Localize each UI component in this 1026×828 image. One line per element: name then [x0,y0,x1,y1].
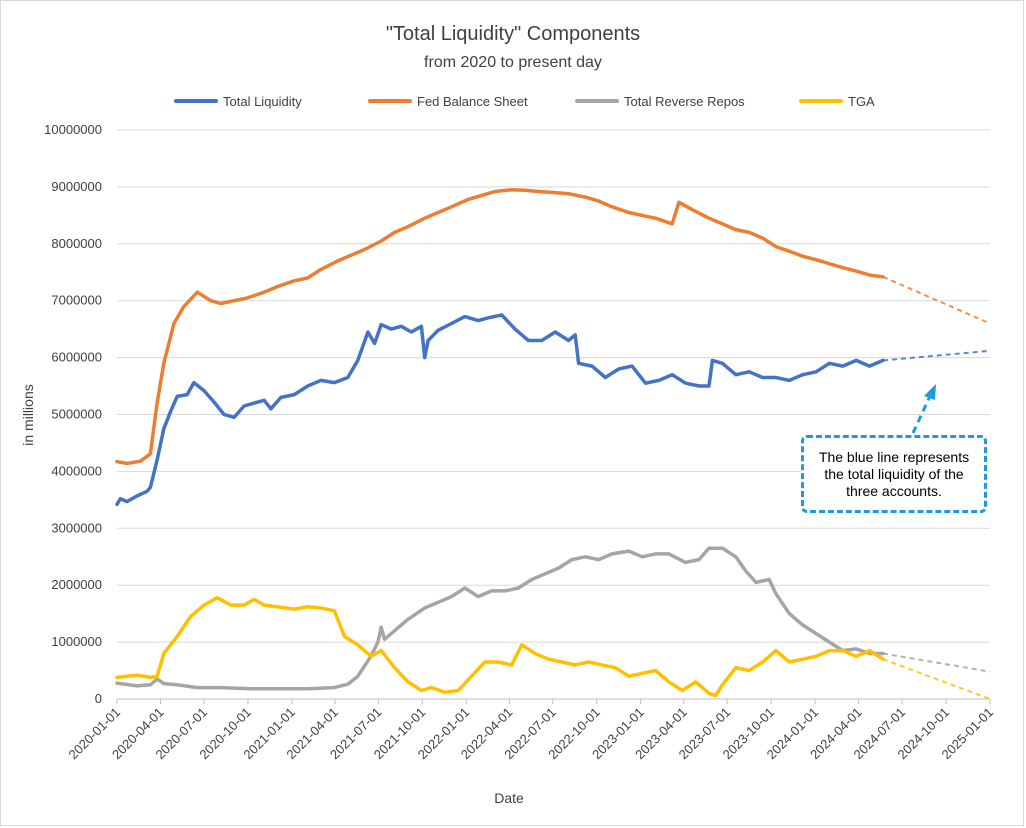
legend-label-total-liquidity: Total Liquidity [223,94,302,109]
y-tick-label: 8000000 [51,236,102,251]
gridlines [117,129,990,700]
annotation-arrow [911,384,936,434]
projection-line-tga [882,658,991,700]
y-tick-label: 6000000 [51,350,102,365]
series-line-tga [115,595,885,698]
y-tick-label: 10000000 [44,122,102,137]
y-tick-label: 9000000 [51,179,102,194]
y-tick-label: 7000000 [51,293,102,308]
projection-line-fed-balance-sheet [882,275,991,325]
legend-label-tga: TGA [848,94,875,109]
y-tick-label: 3000000 [51,520,102,535]
series-line-total-liquidity [115,313,885,507]
y-tick-label: 0 [95,691,102,706]
y-axis-ticks: 0 1000000 2000000 3000000 4000000 5000000 6000… [44,122,102,706]
y-tick-label: 5000000 [51,407,102,422]
legend-label-fed-balance-sheet: Fed Balance Sheet [417,94,528,109]
y-tick-label: 4000000 [51,463,102,478]
y-tick-label: 2000000 [51,577,102,592]
legend: Total Liquidity Fed Balance Sheet Total Re… [174,94,875,109]
annotation-box: The blue line represents the total liqui… [801,435,987,513]
x-axis-ticks: 2020-01-012020-04-012020-07-012020-10-01… [65,699,996,762]
projection-line-total-liquidity [882,349,991,362]
series-line-fed-balance-sheet [115,187,885,466]
chart-subtitle: from 2020 to present day [424,54,602,71]
y-axis-label: in millions [20,384,36,445]
projection-line-total-reverse-repos [882,652,991,673]
x-axis-label: Date [494,790,524,806]
y-tick-label: 1000000 [51,634,102,649]
chart-title: "Total Liquidity" Components [386,23,640,45]
series-line-total-reverse-repos [115,546,885,691]
series-lines [115,187,991,700]
legend-label-total-reverse-repos: Total Reverse Repos [624,94,745,109]
annotation-text: The blue line represents the total liqui… [818,448,970,499]
